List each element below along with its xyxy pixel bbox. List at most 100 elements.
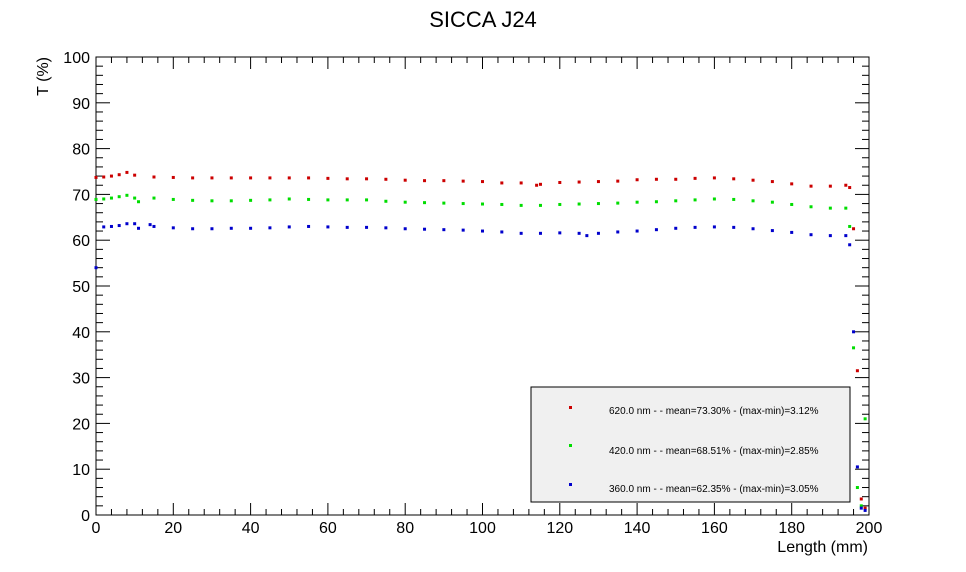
axis-ticks (95, 56, 870, 516)
legend: 620.0 nm - - mean=73.30% - (max-min)=3.1… (530, 386, 851, 503)
data-point-series-0 (307, 176, 311, 180)
data-point-series-2 (693, 225, 697, 229)
data-point-series-1 (423, 201, 427, 205)
data-point-series-2 (712, 225, 716, 229)
y-tick-label: 30 (72, 371, 90, 388)
data-point-series-0 (848, 186, 852, 190)
data-point-series-2 (307, 224, 311, 228)
data-point-series-0 (210, 176, 214, 180)
data-point-series-1 (616, 201, 620, 205)
data-point-series-0 (423, 179, 427, 183)
x-tick-label: 60 (319, 520, 337, 537)
data-point-series-2 (171, 226, 175, 230)
data-point-series-0 (635, 178, 639, 182)
data-point-series-2 (268, 226, 272, 230)
data-point-series-1 (268, 198, 272, 202)
data-point-series-2 (191, 227, 195, 231)
data-point-series-0 (751, 178, 755, 182)
data-point-series-1 (152, 196, 156, 200)
data-point-series-0 (844, 183, 848, 187)
data-point-series-2 (519, 231, 523, 235)
x-tick-label: 140 (624, 520, 651, 537)
data-point-series-0 (268, 176, 272, 180)
data-point-series-0 (94, 175, 98, 179)
y-axis-label: T (%) (35, 57, 52, 96)
data-point-series-2 (137, 226, 141, 230)
data-point-series-1 (693, 198, 697, 202)
x-tick-label: 80 (396, 520, 414, 537)
data-point-series-1 (109, 196, 113, 200)
data-point-series-2 (152, 224, 156, 228)
data-point-series-0 (535, 183, 539, 187)
data-point-series-0 (384, 177, 388, 181)
data-point-series-1 (133, 196, 137, 200)
data-point-series-0 (558, 180, 562, 184)
data-point-series-1 (461, 202, 465, 206)
data-point-series-2 (102, 225, 106, 229)
data-point-series-1 (844, 206, 848, 210)
data-point-series-0 (117, 173, 121, 177)
data-point-series-2 (133, 222, 137, 226)
data-point-series-1 (403, 200, 407, 204)
data-point-series-2 (500, 230, 504, 234)
data-point-series-0 (442, 179, 446, 183)
data-point-series-0 (229, 176, 233, 180)
data-point-series-0 (770, 180, 774, 184)
data-point-series-1 (287, 197, 291, 201)
y-tick-label: 10 (72, 462, 90, 479)
data-point-series-1 (384, 199, 388, 203)
data-point-series-0 (852, 227, 856, 231)
x-axis-label: Length (mm) (777, 539, 868, 556)
data-point-series-2 (442, 228, 446, 232)
data-point-series-1 (481, 202, 484, 206)
data-point-series-0 (287, 176, 291, 180)
x-tick-label: 120 (546, 520, 573, 537)
data-point-series-1 (538, 203, 542, 207)
data-point-series-2 (423, 227, 427, 231)
data-point-series-2 (852, 330, 856, 334)
y-tick-label: 80 (72, 142, 90, 159)
data-point-series-0 (674, 177, 678, 181)
legend-label-1: 420.0 nm - - mean=68.51% - (max-min)=2.8… (609, 446, 819, 457)
data-point-series-1 (326, 198, 330, 202)
data-point-series-2 (210, 227, 214, 231)
data-point-series-1 (249, 198, 253, 202)
data-point-series-0 (365, 177, 369, 181)
data-point-series-0 (519, 181, 523, 185)
data-point-series-2 (654, 228, 658, 232)
data-point-series-0 (102, 175, 106, 179)
data-point-series-0 (828, 184, 832, 188)
data-point-series-0 (616, 179, 620, 183)
data-point-series-2 (538, 231, 542, 235)
data-point-series-0 (500, 181, 504, 185)
data-point-series-0 (577, 180, 581, 184)
data-point-series-2 (577, 231, 581, 235)
data-point-series-0 (461, 179, 465, 183)
data-point-series-1 (852, 346, 856, 350)
data-point-series-2 (117, 224, 121, 228)
data-point-series-0 (790, 182, 794, 186)
y-tick-label: 60 (72, 233, 90, 250)
legend-marker-2 (569, 483, 572, 486)
data-point-series-2 (249, 226, 253, 230)
data-point-series-1 (863, 417, 867, 421)
data-points (94, 170, 867, 512)
data-point-series-1 (229, 199, 233, 203)
data-point-series-0 (191, 176, 195, 180)
data-point-series-2 (585, 234, 589, 238)
x-tick-label: 160 (701, 520, 728, 537)
y-tick-label: 70 (72, 187, 90, 204)
data-point-series-2 (732, 225, 736, 229)
data-point-series-2 (828, 234, 832, 238)
data-point-series-1 (751, 199, 755, 203)
y-tick-label: 100 (63, 50, 90, 67)
data-point-series-1 (732, 197, 736, 201)
data-point-series-1 (848, 224, 852, 228)
data-point-series-0 (732, 177, 736, 181)
x-tick-label: 0 (92, 520, 101, 537)
legend-box (530, 386, 851, 503)
data-point-series-1 (94, 197, 98, 201)
data-point-series-0 (403, 178, 407, 182)
data-point-series-2 (94, 266, 98, 270)
chart-title: SICCA J24 (429, 7, 537, 32)
